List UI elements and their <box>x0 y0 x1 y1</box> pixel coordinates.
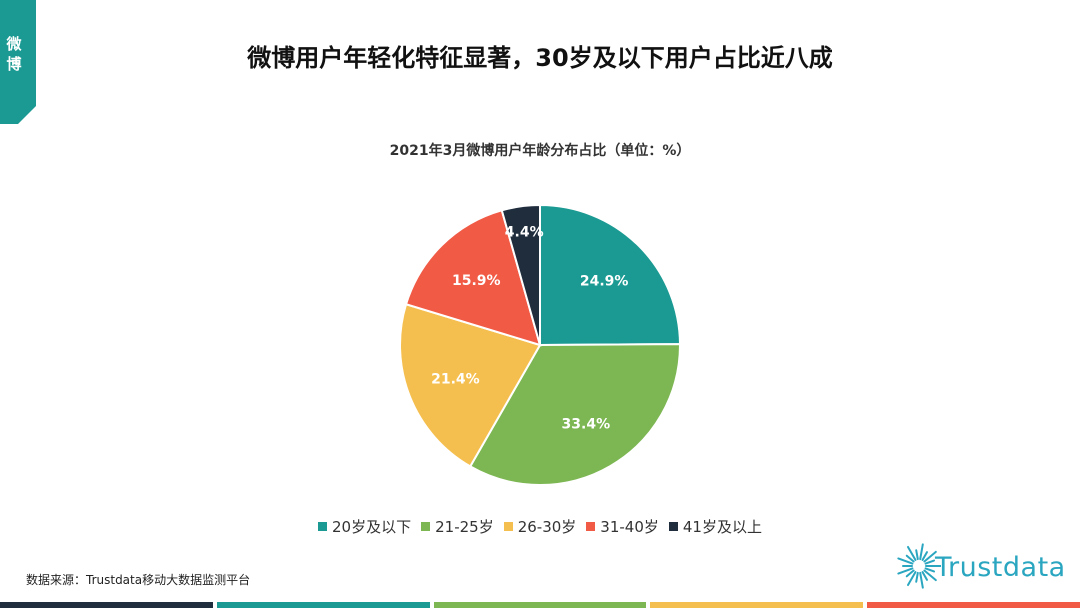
chart-legend: 20岁及以下 21-25岁 26-30岁 31-40岁 41岁及以上 <box>0 516 1080 537</box>
legend-label: 26-30岁 <box>517 518 577 536</box>
legend-item-1: 20岁及以下 <box>318 516 411 537</box>
pie-slice-2 <box>468 343 681 486</box>
section-tab-shape <box>0 0 36 124</box>
legend-swatch <box>503 522 513 531</box>
sunburst-icon <box>897 543 941 589</box>
legend-swatch <box>318 522 328 531</box>
bottom-bar-segment-3 <box>433 602 647 608</box>
legend-item-4: 31-40岁 <box>586 516 659 537</box>
trustdata-logo: Trustdata <box>893 538 1068 594</box>
data-source: 数据来源：Trustdata移动大数据监测平台 <box>26 573 251 587</box>
legend-item-2: 21-25岁 <box>421 516 494 537</box>
bottom-bar-segment-2 <box>216 602 430 608</box>
bottom-color-bar <box>0 602 1080 608</box>
legend-label: 41岁及以上 <box>682 518 762 536</box>
section-tab: 微博 <box>0 0 36 124</box>
legend-label: 31-40岁 <box>600 518 659 536</box>
slice-label-2: 33.4% <box>562 417 611 433</box>
slice-label-1: 24.9% <box>580 273 629 289</box>
slice-label-5: 4.4% <box>505 224 544 240</box>
legend-swatch <box>586 522 596 531</box>
legend-swatch <box>421 522 431 531</box>
bottom-bar-segment-4 <box>650 602 864 608</box>
chart-title: 2021年3月微博用户年龄分布占比（单位：%） <box>389 143 691 159</box>
bottom-bar-segment-5 <box>867 602 1080 608</box>
legend-label: 20岁及以下 <box>332 518 412 536</box>
legend-label: 21-25岁 <box>435 518 494 536</box>
legend-item-3: 26-30岁 <box>503 516 577 537</box>
bottom-bar-segment-1 <box>0 602 213 608</box>
slice-label-4: 15.9% <box>452 273 501 289</box>
page-title: 微博用户年轻化特征显著，30岁及以下用户占比近八成 <box>247 44 833 72</box>
section-tab-label: 微博 <box>6 35 22 73</box>
pie-slice-4 <box>404 209 542 347</box>
legend-item-5: 41岁及以上 <box>668 516 762 537</box>
legend-swatch <box>668 522 678 531</box>
logo-text: Trustdata <box>935 552 1066 583</box>
pie-slice-5 <box>500 203 541 346</box>
slice-label-3: 21.4% <box>431 371 480 387</box>
pie-slice-3 <box>399 303 542 468</box>
pie-slice-1 <box>539 203 682 347</box>
